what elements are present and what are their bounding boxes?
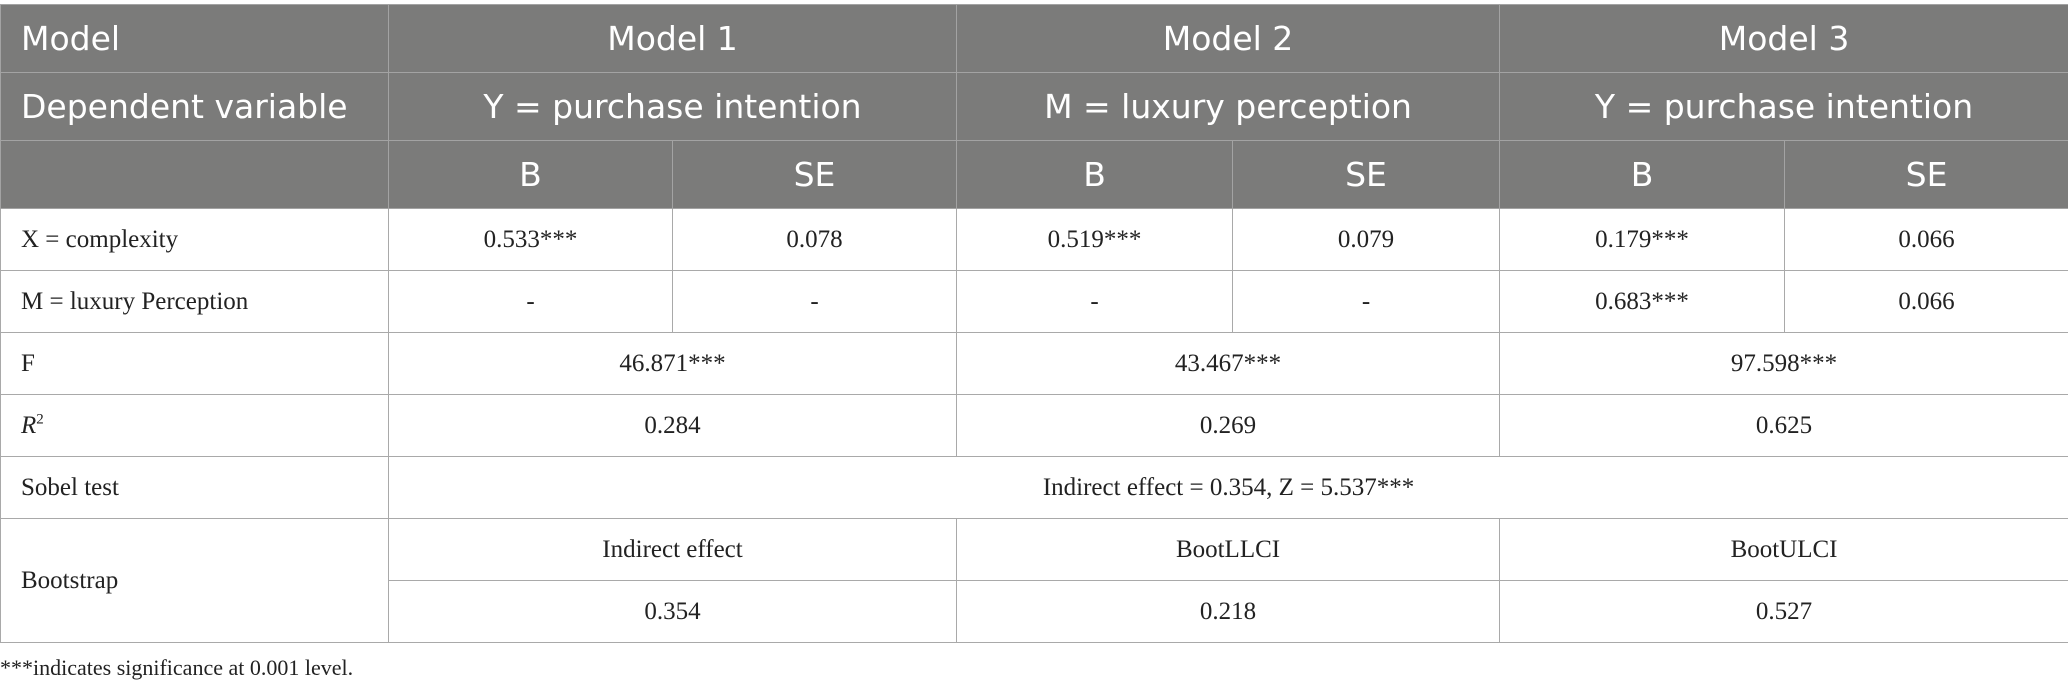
- row-sobel-test: Sobel test Indirect effect = 0.354, Z = …: [0, 456, 2068, 519]
- header-subcol-b: B: [956, 140, 1234, 209]
- cell-value: 0.079: [1232, 208, 1501, 271]
- cell-value: 43.467***: [956, 332, 1501, 395]
- cell-value: 0.354: [387, 580, 958, 643]
- header-dependent-model-1: Y = purchase intention: [387, 72, 958, 141]
- row-f-statistic: F 46.871*** 43.467*** 97.598***: [0, 332, 2068, 395]
- header-model-label: Model: [0, 4, 389, 73]
- regression-table-container: Model Model 1 Model 2 Model 3 Dependent …: [0, 4, 2068, 643]
- cell-value: -: [1232, 270, 1501, 333]
- row-r-squared: R2 0.284 0.269 0.625: [0, 394, 2068, 457]
- header-row-dependent: Dependent variable Y = purchase intentio…: [0, 72, 2068, 141]
- r-squared-exponent: 2: [36, 411, 44, 428]
- cell-value: 46.871***: [387, 332, 958, 395]
- header-subcol-se: SE: [671, 140, 958, 209]
- header-dependent-model-3: Y = purchase intention: [1499, 72, 2068, 141]
- header-model-3: Model 3: [1499, 4, 2068, 73]
- header-subcol-se: SE: [1232, 140, 1501, 209]
- row-label: M = luxury Perception: [0, 270, 389, 333]
- cell-value: 0.683***: [1499, 270, 1786, 333]
- header-subcol-se: SE: [1784, 140, 2068, 209]
- cell-value: Indirect effect = 0.354, Z = 5.537***: [387, 456, 2068, 519]
- header-dependent-model-2: M = luxury perception: [956, 72, 1501, 141]
- cell-value: -: [388, 270, 673, 333]
- header-model-1: Model 1: [387, 4, 958, 73]
- row-luxury-perception: M = luxury Perception - - - - 0.683*** 0…: [0, 270, 2068, 333]
- header-dependent-label: Dependent variable: [0, 72, 389, 141]
- cell-value: -: [671, 270, 958, 333]
- row-bootstrap-values: 0.354 0.218 0.527: [1, 580, 2068, 643]
- cell-value: 0.527: [1499, 580, 2068, 643]
- regression-table: Model Model 1 Model 2 Model 3 Dependent …: [0, 4, 2068, 643]
- cell-value: 0.269: [956, 394, 1501, 457]
- header-subcol-b: B: [1499, 140, 1786, 209]
- cell-bootstrap-header: BootULCI: [1499, 518, 2068, 581]
- row-label: F: [0, 332, 389, 395]
- cell-value: 0.078: [671, 208, 958, 271]
- cell-value: 0.625: [1499, 394, 2068, 457]
- cell-bootstrap-header: BootLLCI: [956, 518, 1501, 581]
- header-subcol-b: B: [388, 140, 673, 209]
- row-complexity: X = complexity 0.533*** 0.078 0.519*** 0…: [0, 208, 2068, 271]
- cell-value: 0.284: [387, 394, 958, 457]
- cell-value: -: [956, 270, 1234, 333]
- header-row-subcolumns: B SE B SE B SE: [0, 140, 2068, 209]
- row-label: R2: [0, 394, 389, 457]
- cell-bootstrap-header: Indirect effect: [387, 518, 958, 581]
- cell-value: 97.598***: [1499, 332, 2068, 395]
- row-label: Bootstrap: [0, 518, 389, 643]
- cell-value: 0.066: [1784, 270, 2068, 333]
- header-row-model: Model Model 1 Model 2 Model 3: [0, 4, 2068, 73]
- r-squared-symbol: R: [21, 411, 37, 439]
- cell-value: 0.066: [1784, 208, 2068, 271]
- cell-value: 0.179***: [1499, 208, 1786, 271]
- table-footnote: ***indicates significance at 0.001 level…: [0, 655, 354, 680]
- header-subcol-empty: [0, 140, 389, 209]
- header-model-2: Model 2: [956, 4, 1501, 73]
- row-bootstrap-headers: Bootstrap Indirect effect BootLLCI BootU…: [0, 518, 2068, 643]
- cell-value: 0.218: [956, 580, 1501, 643]
- cell-value: 0.533***: [388, 208, 673, 271]
- cell-value: 0.519***: [956, 208, 1234, 271]
- row-label: X = complexity: [0, 208, 389, 271]
- row-label: Sobel test: [0, 456, 389, 519]
